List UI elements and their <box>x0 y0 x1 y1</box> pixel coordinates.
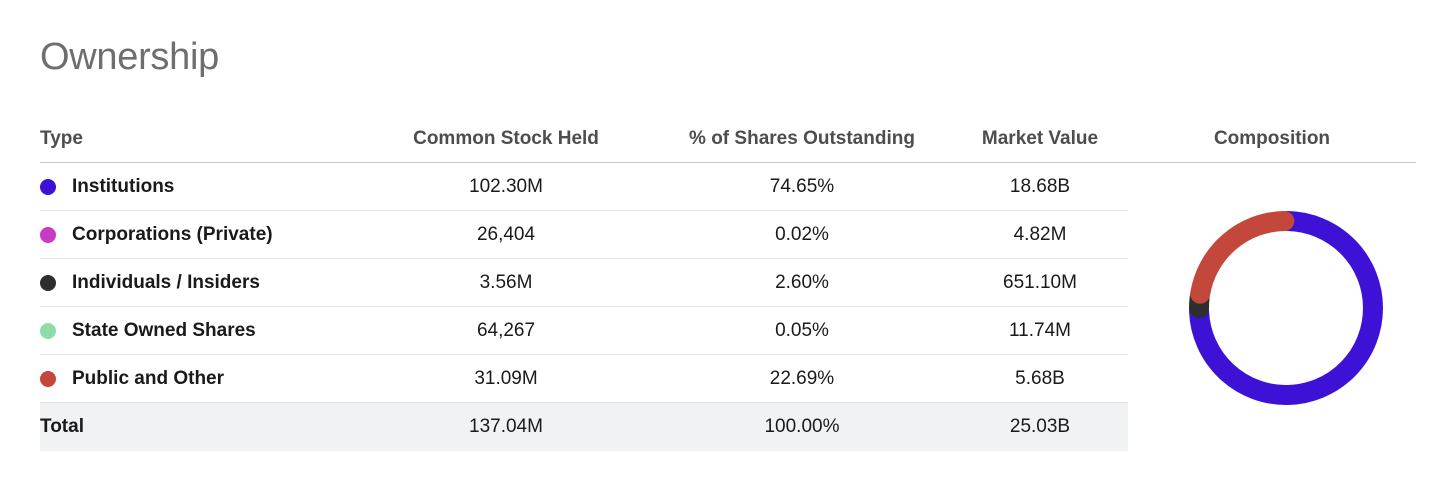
header-type: Type <box>40 128 83 149</box>
total-pct-value: 100.00% <box>764 416 840 437</box>
header-common-stock-held: Common Stock Held <box>413 128 599 149</box>
row-type-label: Individuals / Insiders <box>72 271 260 293</box>
row-type-label: Public and Other <box>72 367 225 389</box>
table-row: Individuals / Insiders 3.56M 2.60% 651.1… <box>40 259 1128 307</box>
row-market-value: 651.10M <box>1003 271 1077 293</box>
row-pct-value: 0.02% <box>775 223 829 245</box>
legend-dot-institutions <box>40 178 56 195</box>
row-market-value: 11.74M <box>1009 319 1071 341</box>
header-composition: Composition <box>1213 128 1331 149</box>
row-stock-value: 26,404 <box>476 223 536 245</box>
row-stock-value: 102.30M <box>469 175 543 197</box>
legend-dot-corporations <box>40 226 56 243</box>
row-type-label: Corporations (Private) <box>72 223 273 245</box>
row-type-label: State Owned Shares <box>72 319 256 341</box>
donut-segment-institutions <box>1189 211 1383 405</box>
table-row: Institutions 102.30M 74.65% 18.68B <box>40 163 1128 211</box>
legend-dot-public <box>40 370 56 387</box>
header-pct-shares-outstanding: % of Shares Outstanding <box>689 128 915 149</box>
total-row: Total 137.04M 100.00% 25.03B <box>40 403 1128 451</box>
legend-dot-state-owned <box>40 322 56 339</box>
table-row: Corporations (Private) 26,404 0.02% 4.82… <box>40 211 1128 259</box>
page-title: Ownership <box>40 36 219 78</box>
total-label: Total <box>40 416 84 437</box>
table-body: Institutions 102.30M 74.65% 18.68B Corpo… <box>40 163 1128 451</box>
row-market-value: 18.68B <box>1009 175 1071 197</box>
table-row: State Owned Shares 64,267 0.05% 11.74M <box>40 307 1128 355</box>
donut-segment-public-and-other <box>1190 211 1295 304</box>
header-market-value: Market Value <box>981 128 1099 149</box>
row-market-value: 4.82M <box>1013 223 1067 245</box>
ownership-table: Type Common Stock Held % of Shares Outst… <box>40 116 1416 451</box>
total-market-value: 25.03B <box>1009 416 1071 437</box>
row-pct-value: 22.69% <box>769 367 835 389</box>
table-header: Type Common Stock Held % of Shares Outst… <box>40 116 1416 163</box>
legend-dot-individuals <box>40 274 56 291</box>
row-pct-value: 0.05% <box>775 319 829 341</box>
row-market-value: 5.68B <box>1015 367 1065 389</box>
row-pct-value: 74.65% <box>769 175 835 197</box>
row-stock-value: 3.56M <box>479 271 533 293</box>
table-row: Public and Other 31.09M 22.69% 5.68B <box>40 355 1128 403</box>
total-stock-value: 137.04M <box>469 416 543 437</box>
row-stock-value: 31.09M <box>474 367 538 389</box>
row-stock-value: 64,267 <box>476 319 536 341</box>
composition-donut-chart <box>1189 211 1383 405</box>
row-pct-value: 2.60% <box>775 271 829 293</box>
row-type-label: Institutions <box>72 175 175 197</box>
